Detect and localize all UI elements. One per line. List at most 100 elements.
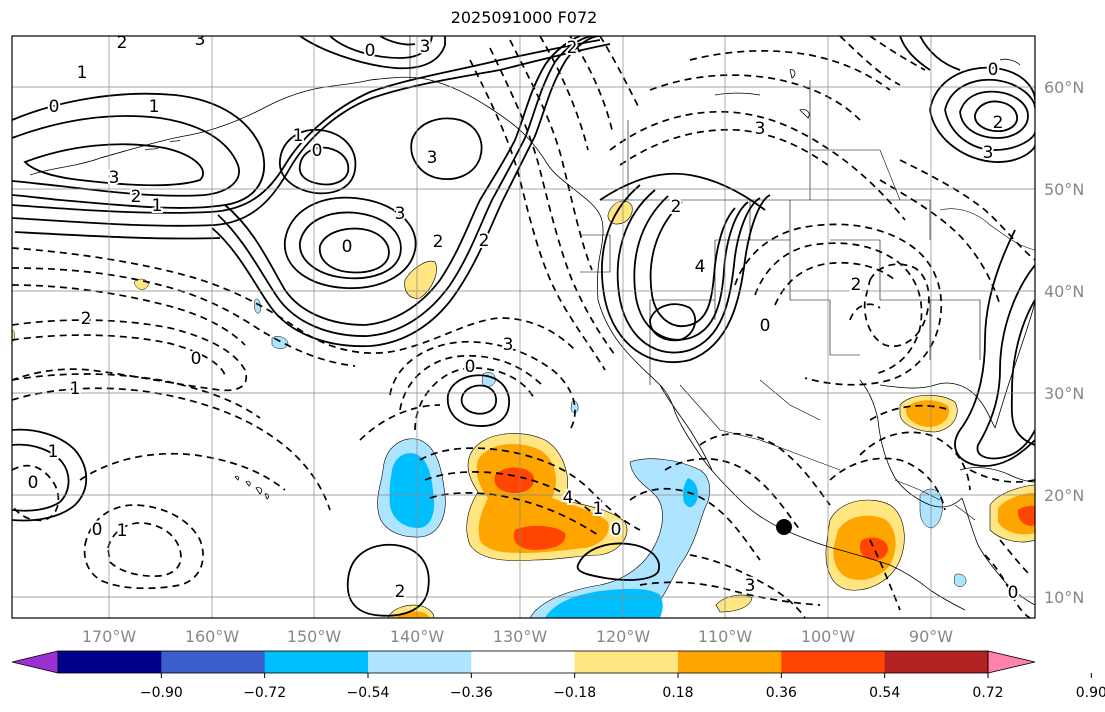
contour-label: 1	[152, 196, 163, 216]
contour-label: 1	[149, 97, 160, 117]
lon-label: 170°W	[82, 627, 137, 646]
shaded-anomaly-fields	[12, 200, 1035, 618]
neg-anomaly-area	[545, 588, 663, 618]
contour-label: 0	[365, 41, 376, 61]
lon-label: 100°W	[801, 627, 856, 646]
contour-label: 0	[465, 357, 476, 377]
contour-label: 1	[593, 499, 604, 519]
map-title: 2025091000 F072	[450, 8, 598, 27]
colorbar-segment	[781, 651, 886, 673]
location-marker	[776, 519, 792, 535]
colorbar-tick-label: 0.36	[766, 685, 797, 701]
contour-label: 3	[755, 119, 766, 139]
contour-label: 2	[433, 232, 444, 252]
contour-label: 4	[695, 257, 706, 277]
contour-label: 0	[191, 349, 202, 369]
colorbar-tick-label: 0.54	[869, 685, 900, 701]
neg-anomaly-area	[529, 458, 710, 618]
contour-label: 2	[851, 275, 862, 295]
neg-anomaly-area	[953, 573, 967, 587]
colorbar	[11, 650, 1036, 674]
contour-label: 3	[745, 576, 756, 596]
colorbar-tick-label: 0.90	[1076, 685, 1105, 701]
contour-label: 0	[1008, 583, 1019, 603]
colorbar-tick-label: −0.72	[243, 685, 286, 701]
colorbar-tick-label: −0.54	[347, 685, 390, 701]
contour-label: 1	[117, 521, 128, 541]
latitude-labels: 60°N 50°N 40°N 30°N 20°N 10°N	[1044, 78, 1084, 607]
contour-label: 2	[81, 309, 92, 329]
contour-label: 0	[988, 60, 999, 80]
contour-label: 2	[993, 113, 1004, 133]
neg-anomaly-area	[570, 400, 579, 414]
contour-label: 3	[395, 204, 406, 224]
colorbar-segment	[368, 651, 472, 673]
pos-anomaly-area	[906, 400, 950, 427]
lon-label: 150°W	[287, 627, 342, 646]
colorbar-segment	[574, 651, 679, 673]
contour-label: 3	[420, 37, 431, 57]
pos-anomaly-area	[494, 467, 534, 493]
pos-anomaly-area	[859, 537, 888, 560]
contour-label: 0	[760, 316, 771, 336]
colorbar-segment	[264, 651, 369, 673]
contour-label: 1	[293, 126, 304, 146]
solid-contours	[12, 36, 1035, 617]
contour-label: 3	[427, 148, 438, 168]
graticule	[12, 36, 1035, 618]
contour-label: 0	[92, 520, 103, 540]
lat-label: 50°N	[1044, 180, 1084, 199]
colorbar-segment	[884, 651, 989, 673]
neg-anomaly-area	[481, 372, 496, 387]
lat-label: 40°N	[1044, 282, 1084, 301]
contour-label: 0	[312, 141, 323, 161]
contour-label: 1	[70, 379, 81, 399]
pos-anomaly-area	[1018, 505, 1035, 526]
colorbar-tick-label: −0.18	[553, 685, 596, 701]
contour-label: 0	[49, 97, 60, 117]
lat-label: 60°N	[1044, 78, 1084, 97]
lon-label: 160°W	[185, 627, 240, 646]
colorbar-tick-label: 0.18	[662, 685, 693, 701]
neg-anomaly-area	[389, 453, 435, 528]
contour-label: 1	[48, 442, 59, 462]
map-frame	[11, 35, 1036, 619]
contour-label: 2	[131, 187, 142, 207]
contour-label: 2	[671, 197, 682, 217]
contour-label: 3	[983, 143, 994, 163]
colorbar-segment	[58, 651, 162, 673]
contour-label: 2	[479, 231, 490, 251]
colorbar-tick-label: −0.90	[140, 685, 183, 701]
contour-label: 3	[503, 335, 514, 355]
longitude-labels: 170°W 160°W 150°W 140°W 130°W 120°W 110°…	[82, 627, 953, 646]
lat-label: 10°N	[1044, 588, 1084, 607]
colorbar-tick-label: −0.36	[450, 685, 493, 701]
colorbar-tick-label: 0.72	[972, 685, 1003, 701]
lon-label: 140°W	[390, 627, 445, 646]
lon-label: 120°W	[596, 627, 651, 646]
contour-label: 0	[28, 473, 39, 493]
colorbar-segment	[161, 651, 266, 673]
lat-label: 30°N	[1044, 384, 1084, 403]
colorbar-extend-high	[987, 650, 1036, 674]
contour-label: 0	[611, 520, 622, 540]
colorbar-segment	[678, 651, 782, 673]
lon-label: 130°W	[493, 627, 548, 646]
pos-anomaly-area	[513, 525, 566, 550]
colorbar-outline	[57, 650, 989, 674]
colorbar-tick-labels: −0.90 −0.72 −0.54 −0.36 −0.18 0.18 0.36 0.54 0.7…	[140, 673, 1105, 701]
coastlines	[29, 58, 1035, 611]
contour-label: 2	[567, 38, 578, 58]
contour-label: 1	[77, 63, 88, 83]
contour-label: 0	[342, 237, 353, 257]
lat-label: 20°N	[1044, 486, 1084, 505]
contour-label: 4	[563, 488, 574, 508]
contour-label: 3	[195, 30, 206, 50]
contour-label: 3	[109, 168, 120, 188]
colorbar-segment	[471, 651, 576, 673]
dashed-contours	[12, 36, 1035, 618]
pos-anomaly-area	[404, 260, 437, 299]
